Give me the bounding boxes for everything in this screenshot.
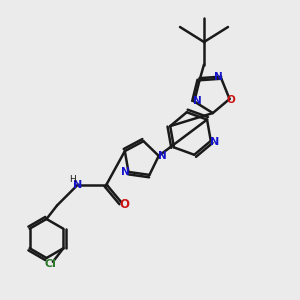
Text: O: O [227,95,236,106]
Text: N: N [210,137,219,147]
Text: N: N [193,97,202,106]
Text: H: H [69,175,76,184]
Text: N: N [214,72,223,82]
Text: N: N [121,167,129,177]
Text: N: N [158,151,167,161]
Text: N: N [74,179,82,190]
Text: O: O [119,197,129,211]
Text: Cl: Cl [44,259,56,269]
